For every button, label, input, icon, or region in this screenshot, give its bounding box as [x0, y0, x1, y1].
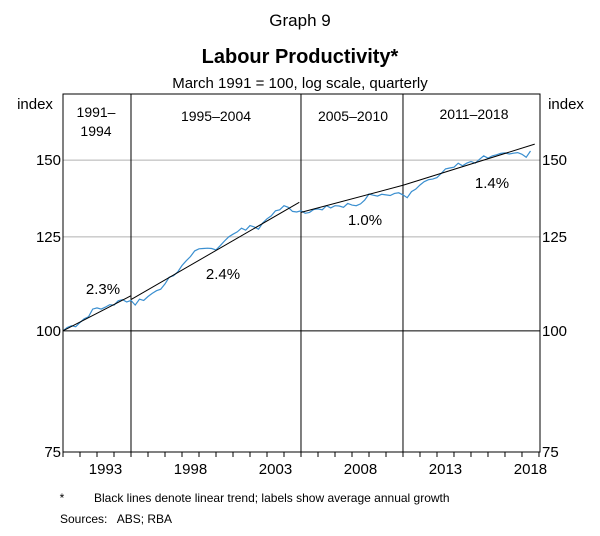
chart-title: Labour Productivity* [202, 46, 399, 68]
y-axis-label-left: index [17, 96, 53, 113]
footnote-marker: * [60, 491, 65, 505]
trend-line-2 [130, 201, 300, 301]
graph-number: Graph 9 [269, 11, 330, 30]
trend-line-3 [300, 184, 404, 213]
y-tick-label-right: 150 [542, 152, 567, 169]
y-tick-label-right: 125 [542, 229, 567, 246]
series-line-labour-productivity [62, 150, 531, 332]
period-dividers [130, 94, 404, 452]
trend-lines [62, 143, 535, 332]
period-label-1991-1994-line1: 1991– [77, 104, 116, 120]
trend-label-1: 2.3% [86, 281, 120, 298]
x-tick-label: 2018 [514, 461, 547, 478]
y-tick-label-left: 100 [36, 323, 61, 340]
x-tick-label: 2003 [259, 461, 292, 478]
footnote: Black lines denote linear trend; labels … [94, 491, 450, 505]
x-tick-label: 2008 [344, 461, 377, 478]
period-label-2005-2010: 2005–2010 [318, 108, 388, 124]
period-label-1991-1994-line2: 1994 [80, 123, 111, 139]
gridlines [63, 159, 540, 332]
trend-label-3: 1.0% [348, 212, 382, 229]
chart-subtitle: March 1991 = 100, log scale, quarterly [172, 75, 428, 92]
trend-label-2: 2.4% [206, 266, 240, 283]
trend-label-4: 1.4% [475, 175, 509, 192]
x-tick-label: 2013 [429, 461, 462, 478]
y-tick-label-right: 100 [542, 323, 567, 340]
period-label-1995-2004: 1995–2004 [181, 108, 251, 124]
trend-line-4 [402, 143, 535, 186]
trend-line-1 [62, 295, 132, 332]
series [62, 150, 531, 332]
x-tick-label: 1998 [174, 461, 207, 478]
y-tick-label-left: 75 [44, 444, 61, 461]
y-ticks: 75 75 100 100 125 125 150 150 [36, 152, 567, 461]
period-label-2011-2018: 2011–2018 [439, 106, 508, 122]
plot-frame [62, 93, 541, 453]
sources: Sources: ABS; RBA [60, 512, 172, 526]
y-tick-label-left: 150 [36, 152, 61, 169]
x-tick-label: 1993 [89, 461, 122, 478]
y-tick-label-left: 125 [36, 229, 61, 246]
y-axis-label-right: index [548, 96, 584, 113]
x-ticks: 1993 1998 2003 2008 2013 2018 [62, 452, 547, 478]
y-tick-label-right: 75 [542, 444, 559, 461]
